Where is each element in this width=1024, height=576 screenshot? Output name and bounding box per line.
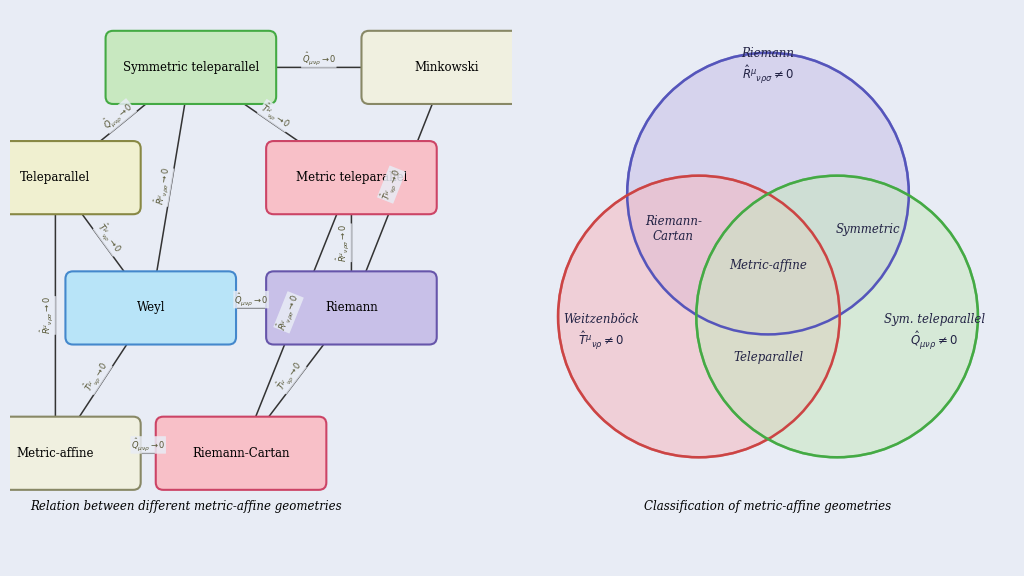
Text: Riemann: Riemann <box>325 301 378 314</box>
Text: Riemann
$\hat{R}^\mu{}_{\nu\rho\sigma} \neq 0$: Riemann $\hat{R}^\mu{}_{\nu\rho\sigma} \… <box>741 47 795 85</box>
FancyBboxPatch shape <box>266 141 436 214</box>
Text: $\hat{T}^\mu{}_{\nu\rho} \to 0$: $\hat{T}^\mu{}_{\nu\rho} \to 0$ <box>378 166 406 203</box>
Text: Teleparallel: Teleparallel <box>733 351 803 364</box>
Text: Minkowski: Minkowski <box>415 61 479 74</box>
Text: $\hat{Q}_{\mu\nu\rho} \to 0$: $\hat{Q}_{\mu\nu\rho} \to 0$ <box>301 51 336 67</box>
Text: $\hat{T}^\mu{}_{\nu\rho} \to 0$: $\hat{T}^\mu{}_{\nu\rho} \to 0$ <box>80 358 113 395</box>
Text: $\hat{T}^\mu{}_{\nu\rho} \to 0$: $\hat{T}^\mu{}_{\nu\rho} \to 0$ <box>257 99 294 132</box>
Text: $\hat{T}^\mu{}_{\nu\rho} \to 0$: $\hat{T}^\mu{}_{\nu\rho} \to 0$ <box>93 219 126 256</box>
Text: $\hat{R}^\mu{}_{\nu\rho\sigma} \to 0$: $\hat{R}^\mu{}_{\nu\rho\sigma} \to 0$ <box>335 224 351 262</box>
Text: $\hat{Q}_{\mu\nu\rho} \to 0$: $\hat{Q}_{\mu\nu\rho} \to 0$ <box>131 437 166 453</box>
Text: Symmetric teleparallel: Symmetric teleparallel <box>123 61 259 74</box>
Text: $\hat{R}^\mu{}_{\nu\rho\sigma} \to 0$: $\hat{R}^\mu{}_{\nu\rho\sigma} \to 0$ <box>152 166 174 206</box>
FancyBboxPatch shape <box>0 416 140 490</box>
Text: Sym. teleparallel
$\hat{Q}_{\mu\nu\rho} \neq 0$: Sym. teleparallel $\hat{Q}_{\mu\nu\rho} … <box>884 313 985 351</box>
Text: Teleparallel: Teleparallel <box>20 171 90 184</box>
FancyBboxPatch shape <box>66 271 236 344</box>
Text: $\hat{T}^\mu{}_{\nu\rho} \to 0$: $\hat{T}^\mu{}_{\nu\rho} \to 0$ <box>272 357 306 394</box>
Text: Metric-affine: Metric-affine <box>729 259 807 272</box>
Text: Riemann-
Cartan: Riemann- Cartan <box>645 215 701 244</box>
Text: $\hat{R}^\mu{}_{\nu\rho\sigma} \to 0$: $\hat{R}^\mu{}_{\nu\rho\sigma} \to 0$ <box>39 297 55 335</box>
Text: Symmetric: Symmetric <box>836 223 900 236</box>
Text: Classification of metric-affine geometries: Classification of metric-affine geometri… <box>644 501 892 513</box>
FancyBboxPatch shape <box>156 416 327 490</box>
Text: Relation between different metric-affine geometries: Relation between different metric-affine… <box>30 501 342 513</box>
Text: Riemann-Cartan: Riemann-Cartan <box>193 447 290 460</box>
FancyBboxPatch shape <box>361 31 532 104</box>
Text: Metric teleparallel: Metric teleparallel <box>296 171 408 184</box>
Text: $\hat{Q}_{\mu\nu\rho} \to 0$: $\hat{Q}_{\mu\nu\rho} \to 0$ <box>99 98 136 134</box>
FancyBboxPatch shape <box>0 141 140 214</box>
Text: Metric-affine: Metric-affine <box>16 447 94 460</box>
Circle shape <box>696 176 978 457</box>
FancyBboxPatch shape <box>266 271 436 344</box>
Circle shape <box>627 53 909 335</box>
Text: $\hat{R}^\mu{}_{\nu\rho\sigma} \to 0$: $\hat{R}^\mu{}_{\nu\rho\sigma} \to 0$ <box>273 291 303 333</box>
FancyBboxPatch shape <box>105 31 276 104</box>
Text: Weitzenböck
$\hat{T}^\mu{}_{\nu\rho} \neq 0$: Weitzenböck $\hat{T}^\mu{}_{\nu\rho} \ne… <box>563 313 640 351</box>
Text: $\hat{Q}_{\mu\nu\rho} \to 0$: $\hat{Q}_{\mu\nu\rho} \to 0$ <box>233 291 268 308</box>
Text: Weyl: Weyl <box>136 301 165 314</box>
Circle shape <box>558 176 840 457</box>
